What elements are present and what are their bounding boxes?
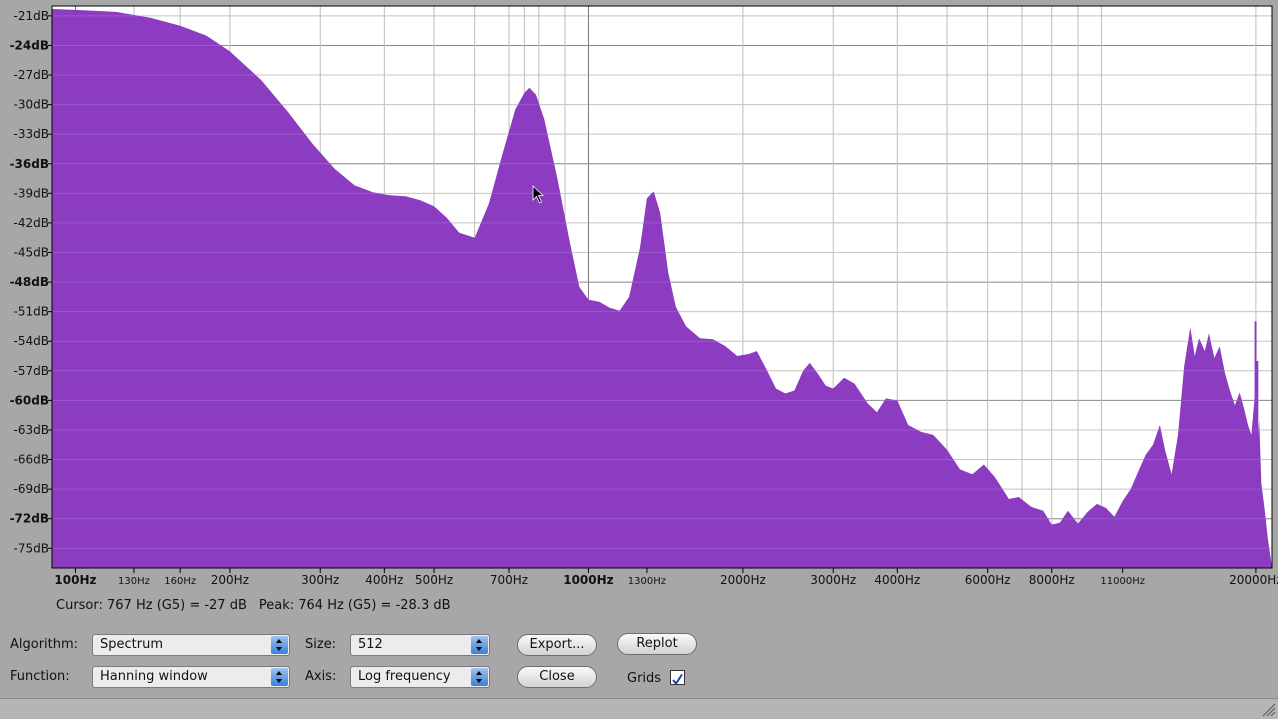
- spectrum-area: [52, 9, 1272, 568]
- y-tick-label: -60dB: [10, 393, 49, 407]
- size-label: Size:: [305, 637, 337, 652]
- size-select[interactable]: 512: [350, 634, 490, 656]
- y-tick-label: -27dB: [14, 68, 49, 82]
- y-tick-label: -24dB: [10, 38, 49, 52]
- axis-select[interactable]: Log frequency: [350, 666, 490, 688]
- x-tick-label: 1300Hz: [628, 576, 666, 587]
- checkmark-icon: [672, 673, 683, 686]
- y-tick-label: -48dB: [10, 275, 49, 289]
- mouse-pointer-icon: [532, 185, 545, 204]
- x-tick-label: 1000Hz: [563, 573, 613, 587]
- x-tick-label: 20000Hz: [1229, 573, 1278, 587]
- algorithm-select-arrow-icon[interactable]: [271, 636, 288, 654]
- function-select-arrow-icon[interactable]: [271, 668, 288, 686]
- x-tick-label: 4000Hz: [874, 573, 920, 587]
- y-tick-label: -63dB: [14, 423, 49, 437]
- x-tick-label: 700Hz: [490, 573, 528, 587]
- algorithm-label: Algorithm:: [10, 637, 79, 652]
- axis-value: Log frequency: [358, 669, 451, 684]
- function-select[interactable]: Hanning window: [92, 666, 290, 688]
- x-tick-label: 2000Hz: [720, 573, 766, 587]
- replot-button[interactable]: Replot: [617, 633, 697, 655]
- x-tick-label: 500Hz: [415, 573, 453, 587]
- y-tick-label: -72dB: [10, 512, 49, 526]
- axis-select-arrow-icon[interactable]: [471, 668, 488, 686]
- x-tick-label: 8000Hz: [1029, 573, 1075, 587]
- x-tick-label: 3000Hz: [810, 573, 856, 587]
- size-value: 512: [358, 637, 383, 652]
- peak-readout: Peak: 764 Hz (G5) = -28.3 dB: [258, 598, 451, 613]
- function-value: Hanning window: [100, 669, 208, 684]
- y-tick-label: -57dB: [14, 364, 49, 378]
- close-button-label: Close: [539, 669, 575, 684]
- spectrum-plot[interactable]: -21dB -24dB -27dB -30dB -33dB -36dB -39dB -42dB…: [0, 0, 1278, 598]
- y-tick-label: -51dB: [14, 305, 49, 319]
- x-tick-label: 160Hz: [164, 576, 196, 587]
- y-tick-label: -54dB: [14, 334, 49, 348]
- y-tick-label: -39dB: [14, 186, 49, 200]
- algorithm-value: Spectrum: [100, 637, 163, 652]
- y-tick-label: -33dB: [14, 127, 49, 141]
- export-button-label: Export...: [529, 637, 585, 652]
- cursor-readout: Cursor: 767 Hz (G5) = -27 dB: [56, 598, 247, 613]
- x-tick-label: 130Hz: [118, 576, 150, 587]
- resize-grip-icon[interactable]: [1260, 701, 1276, 717]
- algorithm-select[interactable]: Spectrum: [92, 634, 290, 656]
- y-tick-label: -30dB: [14, 98, 49, 112]
- x-tick-label: 200Hz: [211, 573, 249, 587]
- y-tick-label: -21dB: [14, 9, 49, 23]
- x-tick-label: 100Hz: [54, 573, 96, 587]
- x-tick-label: 6000Hz: [965, 573, 1011, 587]
- y-tick-label: -42dB: [14, 216, 49, 230]
- x-tick-label: 11000Hz: [1100, 576, 1145, 587]
- info-line: Cursor: 767 Hz (G5) = -27 dB Peak: 764 Hz…: [56, 598, 463, 613]
- spectrum-plot-panel: -21dB -24dB -27dB -30dB -33dB -36dB -39dB -42dB…: [0, 0, 1278, 598]
- y-tick-label: -75dB: [14, 541, 49, 555]
- function-label: Function:: [10, 669, 70, 684]
- x-tick-label: 400Hz: [365, 573, 403, 587]
- grids-label: Grids: [627, 671, 662, 686]
- grids-checkbox[interactable]: [670, 670, 685, 686]
- axis-label: Axis:: [305, 669, 337, 684]
- y-tick-label: -45dB: [14, 245, 49, 259]
- replot-button-label: Replot: [636, 636, 678, 651]
- y-tick-label: -36dB: [10, 157, 49, 171]
- y-tick-label: -66dB: [14, 453, 49, 467]
- size-select-arrow-icon[interactable]: [471, 636, 488, 654]
- y-tick-label: -69dB: [14, 482, 49, 496]
- x-tick-label: 300Hz: [301, 573, 339, 587]
- status-bar: [0, 698, 1278, 719]
- export-button[interactable]: Export...: [517, 634, 597, 656]
- close-button[interactable]: Close: [517, 666, 597, 688]
